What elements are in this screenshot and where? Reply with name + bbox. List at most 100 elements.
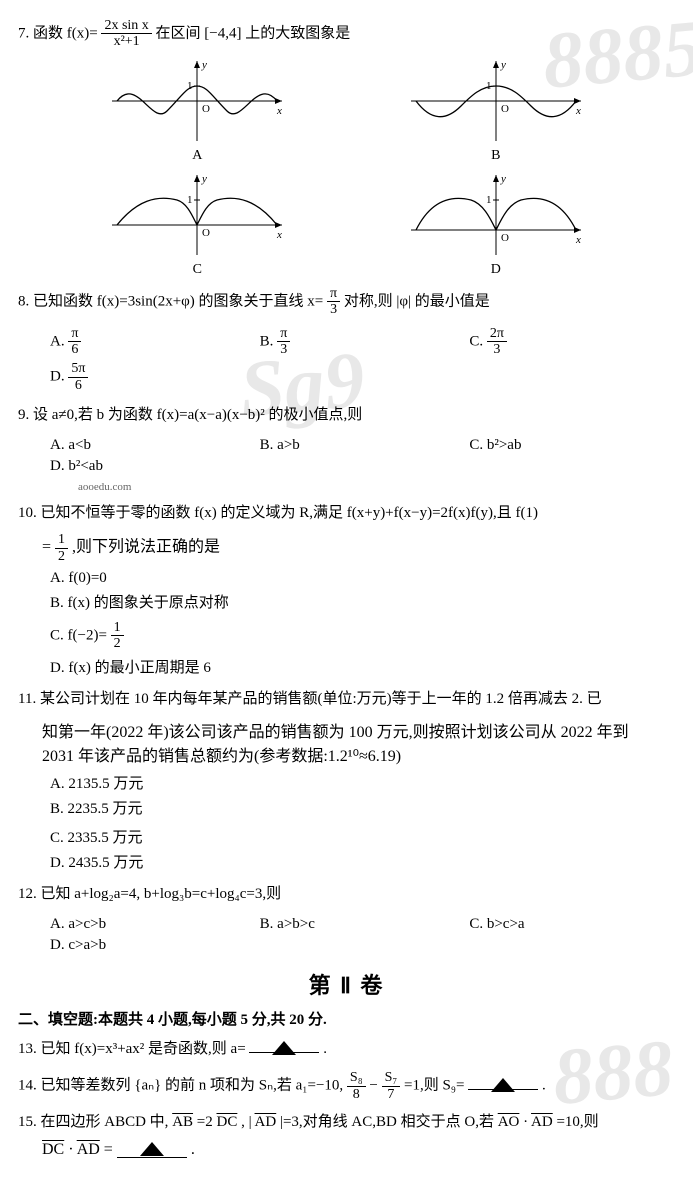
question-11: 11. 某公司计划在 10 年内每年某产品的销售额(单位:万元)等于上一年的 1… [18, 687, 675, 713]
q15-stem-a: 在四边形 ABCD 中, [41, 1114, 169, 1130]
q8-stem-b: 对称,则 |φ| 的最小值是 [344, 293, 490, 309]
svg-text:O: O [501, 103, 509, 115]
q10-opt-D: D. f(x) 的最小正周期是 6 [46, 654, 675, 679]
q10-frac-num: 1 [55, 532, 68, 548]
q8-stem-a: 已知函数 f(x)=3sin(2x+φ) 的图象关于直线 x= [33, 293, 323, 309]
q14-f1-num: S₈ [347, 1070, 366, 1086]
q11-number: 11. [18, 691, 36, 707]
question-12: 12. 已知 a+log₂a=4, b+log₃b=c+log₄c=3,则 [18, 882, 675, 908]
section-2-title: 第 Ⅱ 卷 [18, 968, 675, 1000]
q15-stem-b: , | [241, 1114, 252, 1130]
q8-B-pre: B. [260, 333, 278, 349]
svg-text:y: y [201, 173, 207, 185]
q15-vec-AB: AB [172, 1114, 193, 1130]
q10-C-den: 2 [111, 636, 124, 651]
q12-opt-C: C. b>c>a [465, 914, 675, 935]
q10-url: aooedu.com [78, 481, 675, 493]
q10-options-1: A. f(0)=0 B. f(x) 的图象关于原点对称 [46, 568, 675, 614]
q9-opt-B: B. a>b [256, 435, 466, 456]
q12-opt-B: B. a>b>c [256, 914, 466, 935]
q15-eq2: =2 [197, 1114, 217, 1130]
q14-after: . [542, 1078, 546, 1094]
q14-number: 14. [18, 1078, 37, 1094]
q11-opt-D: D. 2435.5 万元 [46, 849, 675, 874]
section-2-subtitle: 二、填空题:本题共 4 小题,每小题 5 分,共 20 分. [18, 1008, 675, 1029]
q8-B-num: π [277, 326, 290, 342]
q8-D-pre: D. [50, 369, 68, 385]
q10-body: = 12 ,则下列说法正确的是 [42, 532, 675, 564]
q8-A-den: 6 [68, 342, 81, 357]
q11-line1: 某公司计划在 10 年内每年某产品的销售额(单位:万元)等于上一年的 1.2 倍… [40, 691, 602, 707]
q11-line2: 知第一年(2022 年)该公司该产品的销售额为 100 万元,则按照计划该公司从… [42, 718, 675, 742]
q7-graphs-row-1: 1 O x y A 1 O x y [48, 56, 645, 164]
question-8: 8. 已知函数 f(x)=3sin(2x+φ) 的图象关于直线 x= π 3 对… [18, 286, 675, 318]
q8-opt-D: D. 5π6 [46, 359, 675, 395]
q10-eq-pre: = [42, 539, 55, 556]
svg-text:O: O [202, 103, 210, 115]
q9-opt-A: A. a<b [46, 435, 256, 456]
q8-C-num: 2π [487, 326, 507, 342]
svg-text:1: 1 [486, 194, 492, 206]
q14-stem-a: 已知等差数列 {aₙ} 的前 n 项和为 Sₙ,若 a₁=−10, [41, 1078, 347, 1094]
question-7: 7. 函数 f(x)= 2x sin x x²+1 在区间 [−4,4] 上的大… [18, 18, 675, 50]
q7-label-A: A [107, 148, 287, 164]
q10-opt-A: A. f(0)=0 [46, 568, 675, 589]
q8-frac: π 3 [327, 286, 340, 318]
q14-stem-b: =1,则 S₉= [404, 1078, 468, 1094]
q7-graph-A-svg: 1 O x y [107, 56, 287, 146]
q7-graph-C: 1 O x y C [107, 170, 287, 278]
svg-text:x: x [575, 105, 581, 117]
q15-vec-AO: AO [498, 1114, 520, 1130]
q12-opt-D: D. c>a>b [46, 935, 675, 956]
svg-text:1: 1 [187, 194, 193, 206]
q10-opt-B: B. f(x) 的图象关于原点对称 [46, 589, 675, 614]
q8-opt-A: A. π6 [46, 324, 256, 360]
q11-opt-A: A. 2135.5 万元 [46, 770, 675, 795]
svg-text:x: x [575, 234, 581, 246]
q8-frac-den: 3 [327, 302, 340, 317]
svg-text:y: y [500, 59, 506, 71]
q7-graph-C-svg: 1 O x y [107, 170, 287, 260]
q8-opt-C: C. 2π3 [465, 324, 675, 360]
q7-graphs-row-2: 1 O x y C 1 O x y [48, 170, 645, 278]
svg-text:y: y [500, 173, 506, 185]
q15-after: . [191, 1141, 195, 1158]
q15-dot2: · [68, 1141, 76, 1158]
q7-fraction: 2x sin x x²+1 [101, 18, 151, 50]
q14-minus: − [369, 1078, 381, 1094]
q10-stem-a: 已知不恒等于零的函数 f(x) 的定义域为 R,满足 f(x+y)+f(x−y)… [41, 505, 539, 521]
q8-C-pre: C. [469, 333, 487, 349]
svg-text:x: x [276, 105, 282, 117]
q7-graph-D-svg: 1 O x y [406, 170, 586, 260]
svg-text:O: O [202, 227, 210, 239]
q15-vec-AD: AD [255, 1114, 277, 1130]
q15-vec-DC2: DC [42, 1141, 64, 1158]
q8-opt-B: B. π3 [256, 324, 466, 360]
svg-text:1: 1 [187, 80, 193, 92]
question-14: 14. 已知等差数列 {aₙ} 的前 n 项和为 Sₙ,若 a₁=−10, S₈… [18, 1070, 675, 1102]
q15-number: 15. [18, 1114, 37, 1130]
question-9: 9. 设 a≠0,若 b 为函数 f(x)=a(x−a)(x−b)² 的极小值点… [18, 403, 675, 429]
q8-options: A. π6 B. π3 C. 2π3 D. 5π6 [46, 324, 675, 396]
q14-f1-den: 8 [347, 1087, 366, 1102]
q10-opt-C: C. f(−2)= 12 [46, 618, 675, 654]
q7-graph-B-svg: 1 O x y [406, 56, 586, 146]
q9-number: 9. [18, 407, 29, 423]
q14-blank [468, 1074, 538, 1090]
q11-opt-B: B. 2235.5 万元 [46, 795, 675, 820]
q7-number: 7. [18, 25, 29, 41]
q11-options-1: A. 2135.5 万元 B. 2235.5 万元 [46, 770, 675, 820]
q8-C-den: 3 [487, 342, 507, 357]
q12-options: A. a>c>b B. a>b>c C. b>c>a D. c>a>b [46, 914, 675, 956]
question-15: 15. 在四边形 ABCD 中, AB =2 DC , | AD |=3,对角线… [18, 1110, 675, 1136]
q15-vec-AD2: AD [531, 1114, 553, 1130]
q15-stem-d: =10,则 [556, 1114, 598, 1130]
q13-blank [249, 1037, 319, 1053]
q9-stem: 设 a≠0,若 b 为函数 f(x)=a(x−a)(x−b)² 的极小值点,则 [33, 407, 362, 423]
q14-f2-den: 7 [382, 1087, 401, 1102]
q7-stem-suffix: 在区间 [−4,4] 上的大致图象是 [156, 25, 351, 41]
triangle-icon [272, 1041, 296, 1055]
triangle-icon [140, 1142, 164, 1156]
q12-stem: 已知 a+log₂a=4, b+log₃b=c+log₄c=3,则 [41, 886, 282, 902]
question-10: 10. 已知不恒等于零的函数 f(x) 的定义域为 R,满足 f(x+y)+f(… [18, 501, 675, 527]
